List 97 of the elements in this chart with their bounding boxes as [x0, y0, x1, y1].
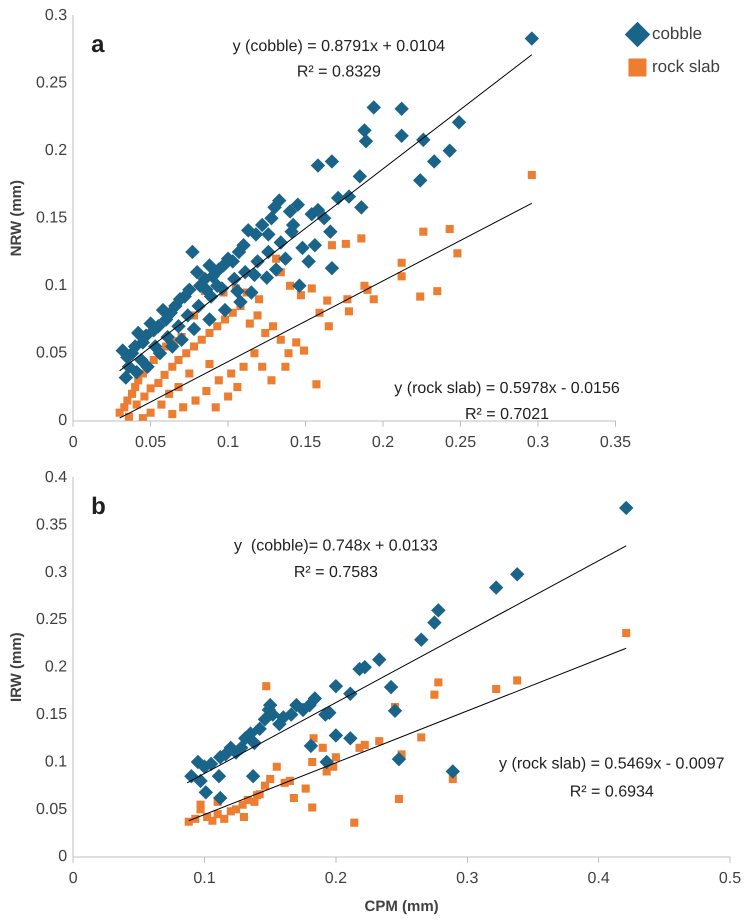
y-tick-label: 0.15 — [36, 706, 68, 724]
y-tick-label: 0.05 — [36, 800, 68, 818]
point — [510, 567, 524, 582]
point — [212, 769, 226, 784]
point — [213, 791, 228, 806]
annotation: a — [91, 31, 106, 58]
point — [332, 753, 340, 762]
point — [414, 632, 428, 647]
point — [388, 704, 402, 718]
x-tick-label: 0.25 — [444, 434, 476, 451]
point — [343, 731, 358, 746]
point — [320, 755, 334, 769]
point — [260, 782, 269, 790]
x-tick-label: 0.4 — [588, 870, 610, 887]
point — [262, 682, 270, 690]
point — [492, 684, 500, 694]
point — [322, 767, 331, 776]
point — [238, 800, 247, 809]
x-tick-label: 0.35 — [600, 434, 632, 451]
x-tick-label: 0.2 — [372, 434, 394, 451]
point — [434, 678, 442, 686]
y-tick-label: 0.4 — [44, 469, 68, 486]
annotation: y (cobble)= 0.748x + 0.0133 — [234, 537, 438, 554]
point — [355, 744, 364, 752]
point — [289, 698, 304, 712]
legend-label: cobble — [652, 24, 702, 44]
point — [431, 603, 446, 618]
point — [308, 803, 316, 812]
y-axis-title: NRW (mm) — [8, 180, 26, 256]
y-tick-label: 0.25 — [36, 611, 68, 628]
y-tick-label: 0.35 — [36, 516, 68, 534]
point — [622, 629, 630, 638]
x-tick-label: 0.3 — [526, 434, 550, 451]
point — [372, 652, 386, 667]
point — [246, 769, 260, 784]
point — [489, 580, 504, 595]
x-tick-label: 0.2 — [324, 870, 348, 887]
annotation: y (rock slab) = 0.5978x - 0.0156 — [394, 380, 620, 397]
point — [375, 737, 384, 746]
y-tick-label: 0 — [58, 848, 68, 866]
point — [427, 616, 442, 630]
annotation: y (rock slab) = 0.5469x - 0.0097 — [499, 755, 725, 772]
point — [328, 679, 343, 694]
point — [302, 784, 310, 793]
point — [184, 769, 198, 784]
y-axis-title: IRW (mm) — [8, 632, 26, 702]
annotation: R² = 0.8329 — [296, 64, 382, 81]
y-tick-label: 0.05 — [36, 344, 68, 362]
x-tick-label: 0.05 — [135, 434, 166, 451]
point — [318, 744, 327, 752]
point — [240, 812, 248, 822]
point — [272, 717, 286, 732]
point — [258, 712, 272, 726]
point — [304, 738, 318, 753]
x-tick-label: 0.1 — [216, 434, 240, 451]
annotation: R² = 0.6934 — [570, 784, 654, 801]
point — [226, 807, 235, 816]
x-tick-label: 0.5 — [718, 870, 742, 887]
point — [446, 764, 460, 778]
point — [394, 794, 403, 804]
point — [308, 758, 316, 766]
point — [184, 818, 193, 826]
point — [196, 800, 205, 809]
annotation: R² = 0.7021 — [464, 406, 550, 424]
point — [619, 500, 634, 515]
point — [384, 680, 398, 694]
y-tick-label: 0.2 — [44, 658, 68, 676]
point — [417, 733, 426, 742]
x-tick-label: 0.1 — [193, 870, 216, 887]
y-tick-label: 0.3 — [44, 7, 68, 24]
x-tick-label: 0.3 — [456, 870, 478, 887]
legend-label: rock slab — [652, 57, 720, 76]
point — [266, 775, 274, 784]
x-tick-label: 0.15 — [290, 434, 322, 451]
point — [194, 774, 208, 788]
y-tick-label: 0.25 — [36, 74, 68, 92]
point — [513, 676, 522, 685]
point — [198, 785, 213, 800]
point — [252, 722, 267, 736]
point — [272, 762, 281, 771]
y-tick-label: 0.2 — [44, 142, 68, 160]
point — [430, 690, 438, 699]
annotation: R² = 0.7583 — [294, 564, 378, 581]
y-tick-label: 0 — [58, 412, 68, 430]
y-tick-label: 0.3 — [44, 564, 68, 581]
point — [350, 818, 358, 827]
annotation: b — [91, 493, 106, 520]
y-tick-label: 0.15 — [36, 210, 68, 227]
annotation: y (cobble) = 0.8791x + 0.0104 — [232, 38, 446, 56]
x-axis-title: CPM (mm) — [364, 898, 439, 916]
y-tick-label: 0.1 — [44, 753, 68, 770]
point — [220, 814, 228, 823]
point — [290, 794, 298, 802]
point — [328, 728, 343, 742]
point — [190, 755, 205, 769]
y-tick-label: 0.1 — [44, 277, 68, 294]
point — [392, 752, 406, 766]
